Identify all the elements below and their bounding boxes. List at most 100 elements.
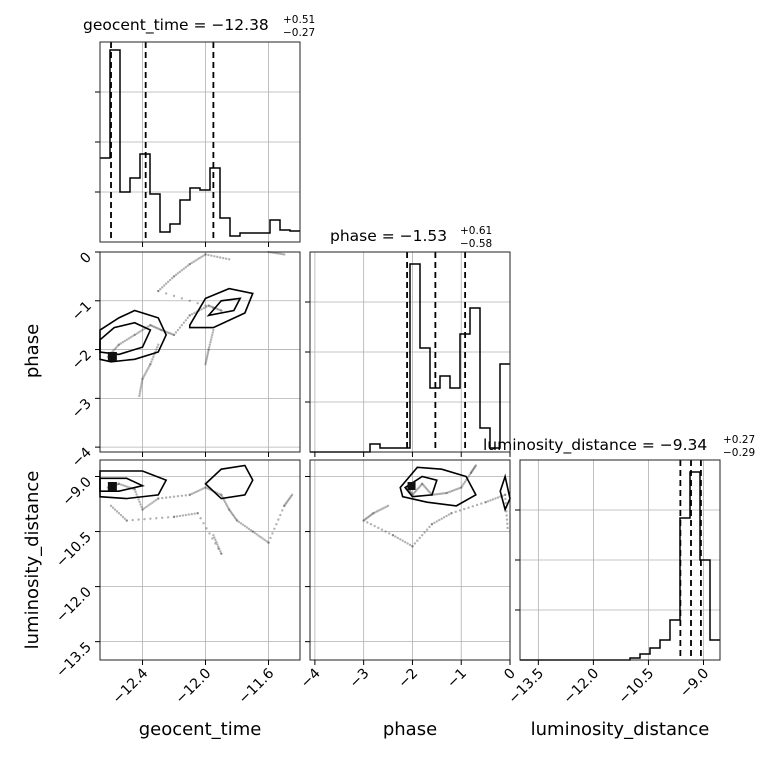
- time-lumdist-sample-point: [175, 515, 179, 518]
- time-phase-sample-point: [152, 355, 155, 359]
- time-phase-sample-point: [196, 258, 199, 261]
- time-phase-sample-point: [174, 331, 178, 334]
- time-phase-sample-point: [117, 343, 121, 346]
- time-lumdist-sample-point: [255, 533, 258, 536]
- time-lumdist-sample-point: [121, 515, 125, 519]
- time-lumdist-contour: [204, 464, 254, 500]
- phase-lumdist-sample-point: [506, 526, 509, 530]
- phase-lumdist-sample-point: [505, 514, 508, 517]
- phase-lumdist-sample-point: [417, 486, 420, 490]
- time-phase-sample-point: [186, 264, 189, 267]
- time-phase-sample-point: [149, 323, 152, 327]
- time-phase-sample-point: [212, 328, 215, 332]
- title-geocent-time-sup: +0.51: [283, 14, 315, 26]
- time-phase-sample-point: [140, 381, 143, 385]
- phase-lumdist-sample-point: [445, 514, 448, 518]
- time-phase-sample-point: [202, 306, 206, 310]
- time-phase-sample-point: [157, 289, 160, 293]
- time-lumdist-sample-point: [188, 493, 191, 497]
- luminosity-distance-hist-frame: [519, 459, 721, 661]
- phase-lumdist-sample-point: [447, 513, 451, 516]
- phase-lumdist-sample-point: [374, 511, 377, 514]
- time-phase-sample-point: [275, 252, 278, 255]
- time-phase-sample-point: [209, 341, 212, 344]
- time-phase-sample-point: [160, 328, 163, 332]
- title-luminosity-distance: luminosity_distance = −9.34: [483, 436, 707, 455]
- title-luminosity-distance-sup: +0.27: [723, 434, 755, 446]
- time-lumdist-sample-point: [223, 499, 226, 502]
- phase-lumdist-sample-point: [474, 465, 477, 468]
- time-lumdist-sample-point: [187, 513, 190, 516]
- time-phase-sample-point: [119, 342, 123, 345]
- time-phase-sample-point: [156, 345, 159, 349]
- time-phase-sample-point: [114, 346, 118, 349]
- time-lumdist-sample-point: [251, 530, 254, 533]
- time-phase-sample-point: [182, 267, 186, 270]
- time-lumdist-sample-point: [214, 542, 217, 545]
- time-phase-sample-point: [220, 309, 223, 312]
- time-lumdist-x-tick-label: −12.4: [110, 665, 152, 707]
- time-phase-sample-point: [162, 284, 166, 287]
- time-phase-sample-point: [139, 386, 143, 389]
- time-lumdist-sample-point: [213, 536, 216, 539]
- time-phase-sample-point: [204, 253, 207, 256]
- phase-lumdist-sample-point: [362, 519, 365, 522]
- time-phase-sample-point: [155, 348, 158, 351]
- time-phase-sample-point: [227, 258, 231, 261]
- time-phase-sample-point: [150, 324, 153, 327]
- time-lumdist-sample-point: [115, 510, 119, 513]
- time-lumdist-sample-point: [198, 489, 201, 492]
- phase-lumdist-sample-point: [439, 492, 443, 495]
- x-axis-label-geocent-time: geocent_time: [139, 719, 262, 740]
- time-lumdist-sample-point: [119, 513, 123, 517]
- phase-lumdist-sample-point: [470, 469, 474, 473]
- geocent-time-vs-luminosity-distance-panel: −12.4 −12.0 −11.6 −9.0 −10.5 −12.0 −13.5: [53, 459, 301, 707]
- phase-lumdist-sample-point: [418, 536, 421, 540]
- phase-lumdist-sample-point: [468, 473, 471, 476]
- time-phase-sample-point: [211, 331, 214, 334]
- phase-lumdist-sample-point: [467, 475, 470, 478]
- phase-lumdist-sample-point: [452, 489, 456, 492]
- luminosity-distance-hist-x-tick-label: −9.0: [677, 666, 712, 701]
- time-phase-sample-point: [176, 272, 180, 275]
- phase-lumdist-sample-point: [434, 493, 437, 496]
- phase-lumdist-sample-point: [429, 492, 432, 495]
- time-lumdist-sample-point: [218, 547, 221, 551]
- time-phase-sample-point: [171, 333, 174, 336]
- phase-lumdist-sample-point: [422, 484, 425, 487]
- phase-lumdist-sample-point: [386, 504, 390, 508]
- luminosity-distance-hist-steps: [520, 471, 720, 661]
- time-lumdist-contour: [99, 477, 145, 492]
- time-lumdist-sample-point: [139, 503, 142, 506]
- time-lumdist-sample-point: [265, 539, 268, 543]
- phase-lumdist-sample-point: [454, 510, 457, 514]
- time-lumdist-sample-point: [288, 496, 292, 499]
- phase-lumdist-sample-point: [413, 542, 417, 545]
- time-phase-sample-point: [121, 341, 125, 344]
- time-phase-sample-point: [281, 252, 284, 256]
- time-phase-sample-point: [141, 328, 144, 332]
- phase-lumdist-sample-point: [430, 523, 434, 526]
- phase-lumdist-sample-point: [428, 525, 431, 529]
- phase-lumdist-sample-point: [436, 492, 439, 496]
- phase-lumdist-sample-point: [450, 512, 453, 515]
- time-lumdist-sample-point: [149, 502, 152, 506]
- time-phase-sample-point: [207, 350, 210, 353]
- time-lumdist-sample-point: [134, 490, 137, 494]
- time-phase-sample-point: [207, 348, 210, 351]
- phase-lumdist-sample-point: [484, 501, 487, 504]
- time-phase-sample-point: [182, 321, 186, 324]
- phase-lumdist-density-peak: [407, 482, 416, 491]
- time-lumdist-sample-point: [116, 483, 119, 486]
- phase-lumdist-sample-point: [471, 505, 475, 508]
- time-lumdist-sample-point: [161, 496, 164, 500]
- time-phase-sample-point: [135, 332, 138, 335]
- time-phase-sample-point: [127, 337, 130, 340]
- time-phase-sample-point: [172, 275, 176, 278]
- time-phase-sample-point: [153, 325, 156, 329]
- phase-lumdist-sample-point: [449, 490, 452, 493]
- phase-lumdist-sample-point: [416, 539, 419, 542]
- time-lumdist-sample-point: [202, 487, 205, 490]
- phase-lumdist-sample-point: [420, 482, 424, 486]
- time-phase-sample-point: [178, 326, 182, 329]
